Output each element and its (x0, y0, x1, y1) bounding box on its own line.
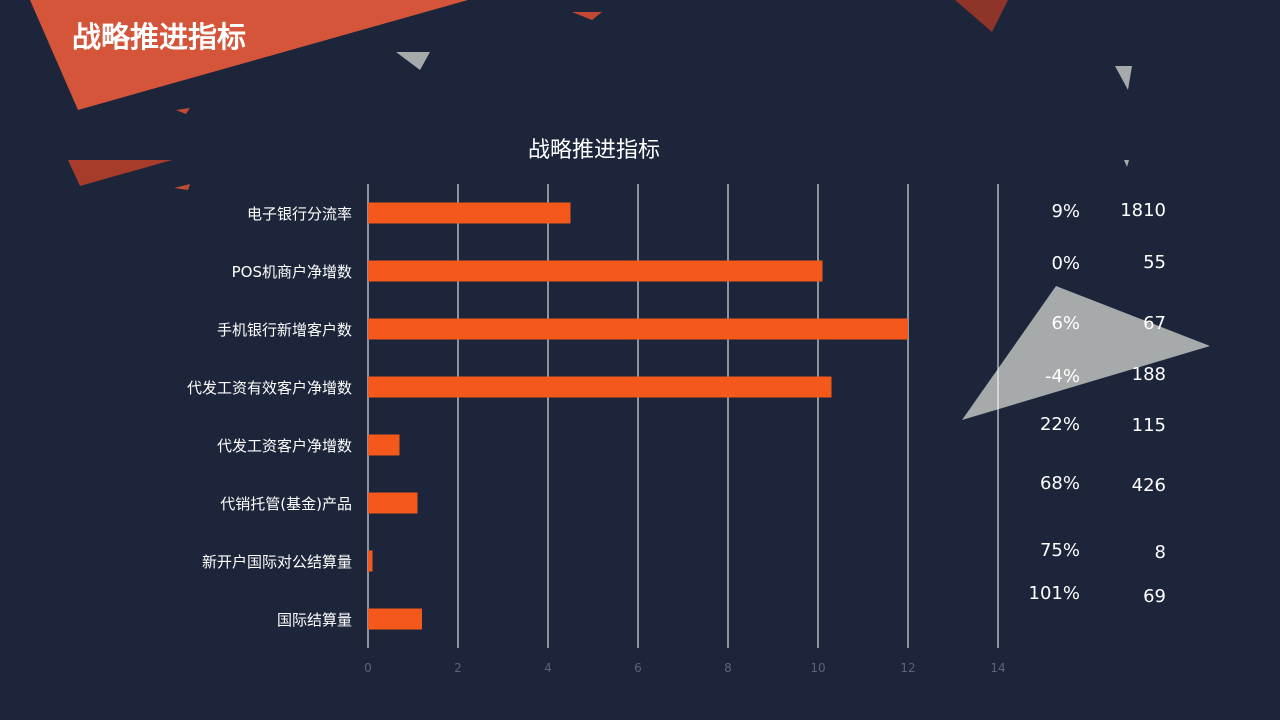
x-tick-label: 0 (364, 661, 372, 675)
percentage-column: 9% 0% 6% -4% 22% 68% 75% 101% (980, 0, 1080, 720)
decor-triangle-grey-right (1115, 66, 1132, 90)
bars (368, 202, 908, 630)
bar (368, 260, 823, 282)
bar (368, 492, 418, 514)
category-label: 手机银行新增客户数 (217, 321, 352, 339)
percentage-value: 6% (1051, 313, 1080, 334)
count-value: 188 (1131, 364, 1166, 385)
percentage-value: 22% (1039, 414, 1080, 435)
percentage-value: 68% (1039, 473, 1080, 494)
decor-triangle-dark-red-corner (955, 0, 1008, 32)
x-tick-label: 14 (990, 661, 1005, 675)
category-label: POS机商户净增数 (232, 263, 352, 281)
count-column: 1810 55 67 188 115 426 8 69 (1080, 0, 1166, 720)
bar (368, 318, 908, 340)
x-tick-label: 8 (724, 661, 732, 675)
bar (368, 550, 373, 572)
percentage-value: 0% (1051, 253, 1080, 274)
decor-triangle-red-sliver-2 (174, 184, 190, 190)
percentage-value: 101% (1028, 583, 1080, 604)
decor-triangle-red-top (572, 12, 602, 20)
chart-title: 战略推进指标 (528, 138, 660, 163)
bar (368, 202, 571, 224)
percentage-value: 9% (1051, 201, 1080, 222)
x-tick-label: 6 (634, 661, 642, 675)
category-label: 代发工资有效客户净增数 (187, 379, 352, 397)
x-tick-labels: 0 2 4 6 8 10 12 14 (364, 661, 1005, 675)
count-value: 67 (1143, 313, 1166, 334)
category-label: 新开户国际对公结算量 (202, 553, 352, 571)
slide-title: 战略推进指标 (72, 20, 247, 54)
decor-triangle-grey-large (962, 286, 1210, 420)
category-label: 代发工资客户净增数 (217, 437, 352, 455)
grid-lines (367, 184, 999, 648)
count-value: 115 (1131, 415, 1166, 436)
bar (368, 376, 832, 398)
count-value: 8 (1154, 542, 1166, 563)
decor-triangle-grey-tiny (1124, 160, 1129, 167)
title-banner-triangle (30, 0, 468, 110)
decor-triangle-grey-small (396, 52, 430, 70)
x-tick-label: 4 (544, 661, 552, 675)
bar (368, 434, 400, 456)
count-value: 1810 (1120, 200, 1166, 221)
category-labels: 电子银行分流率 POS机商户净增数手机银行新增客户数代发工资有效客户净增数代发工资… (187, 205, 352, 629)
category-label: 代销托管(基金)产品 (220, 495, 352, 513)
decor-triangle-red-left (68, 160, 172, 186)
bar (368, 608, 422, 630)
count-value: 55 (1143, 252, 1166, 273)
count-value: 69 (1143, 586, 1166, 607)
x-tick-label: 10 (810, 661, 825, 675)
category-label: 电子银行分流率 (247, 205, 352, 223)
percentage-value: -4% (1044, 366, 1080, 387)
decor-triangle-red-sliver-1 (176, 108, 190, 114)
count-value: 426 (1131, 475, 1166, 496)
x-tick-label: 2 (454, 661, 462, 675)
category-label: 国际结算量 (277, 611, 352, 629)
x-tick-label: 12 (900, 661, 915, 675)
percentage-value: 75% (1039, 540, 1080, 561)
